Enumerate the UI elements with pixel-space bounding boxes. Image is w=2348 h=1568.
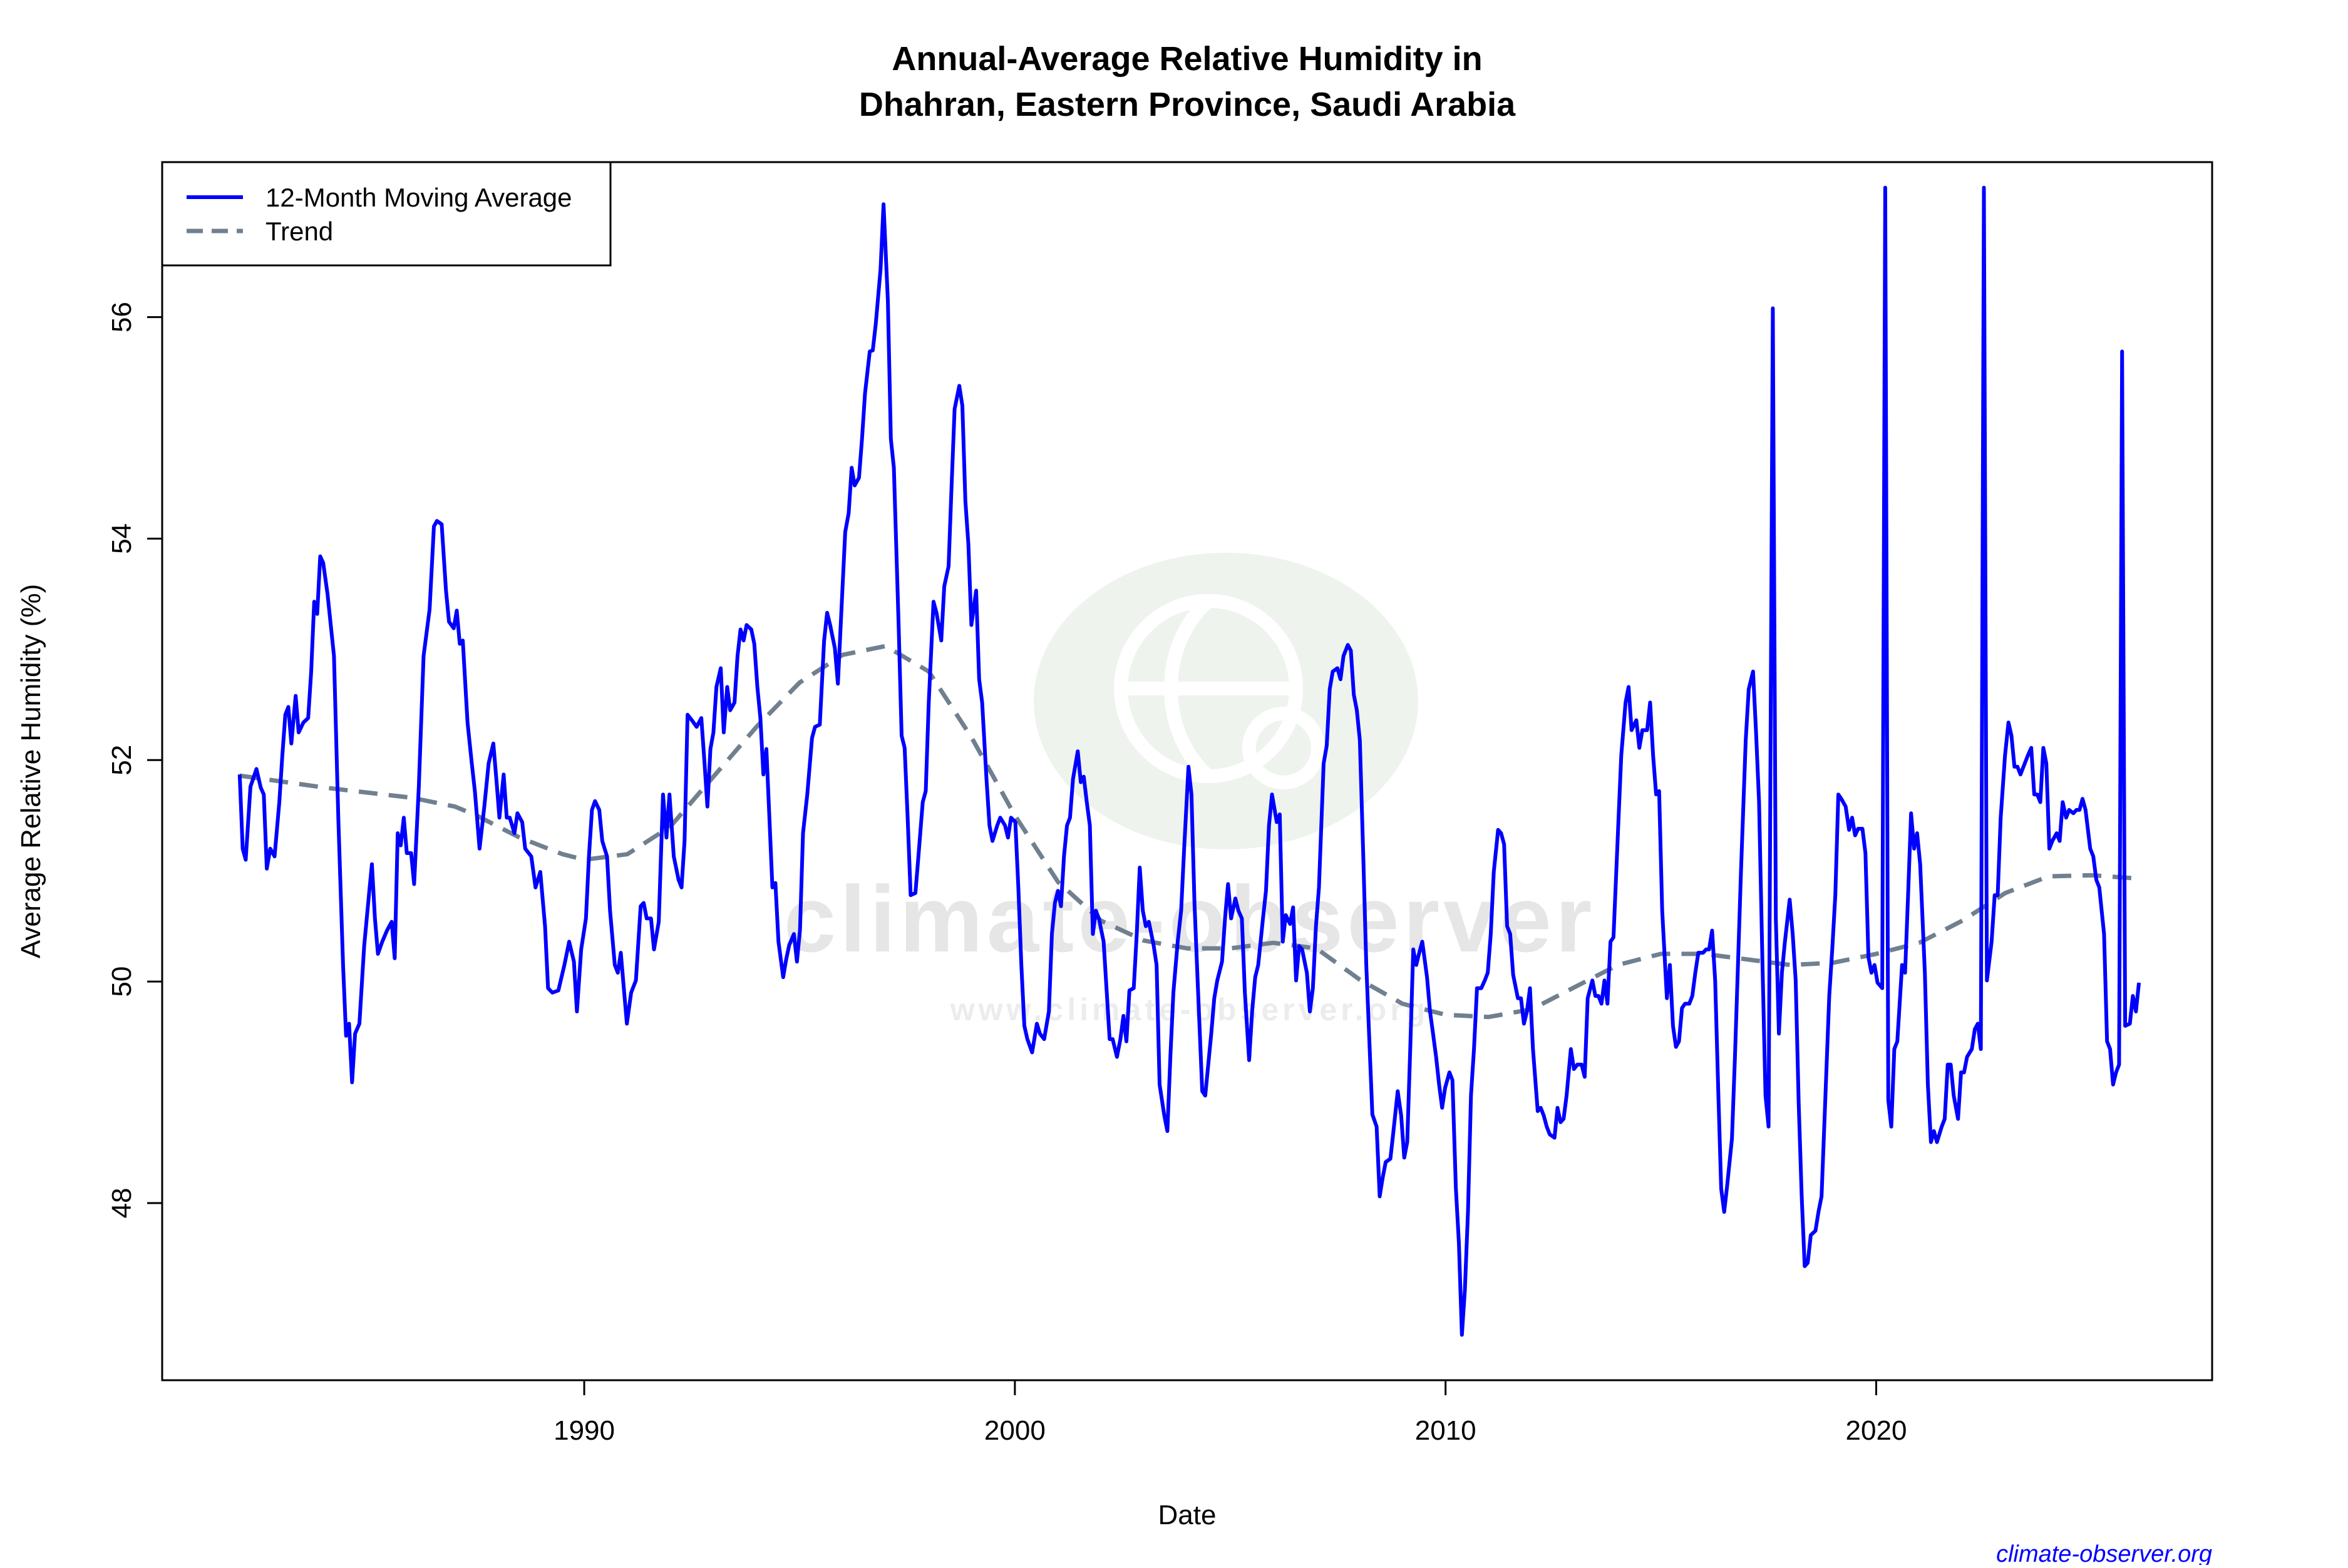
watermark-globe-lines [1114, 594, 1325, 789]
y-tick-label: 52 [106, 745, 137, 776]
source-link[interactable]: climate-observer.org [1996, 1541, 2212, 1567]
chart-subtitle: Dhahran, Eastern Province, Saudi Arabia [859, 86, 1516, 123]
x-tick-label: 1990 [554, 1415, 615, 1446]
legend: 12-Month Moving Average Trend [161, 161, 612, 267]
series-line-trend [239, 643, 2139, 1020]
x-axis-label: Date [1158, 1500, 1217, 1530]
y-tick-label: 48 [106, 1187, 137, 1218]
y-axis-label: Average Relative Humidity (%) [16, 584, 46, 958]
chart-title: Annual-Average Relative Humidity in [892, 40, 1482, 78]
y-tick-label: 54 [106, 523, 137, 554]
x-tick-label: 2000 [984, 1415, 1046, 1446]
y-tick-label: 50 [106, 966, 137, 997]
x-tick-label: 2020 [1846, 1415, 1907, 1446]
series-line-moving-average [237, 185, 2141, 1337]
axes-layer: 1990 2000 2010 2020 48 50 52 54 56 [106, 302, 1907, 1446]
legend-label-moving-average: 12-Month Moving Average [265, 183, 572, 212]
x-tick-label: 2010 [1415, 1415, 1476, 1446]
y-tick-label: 56 [106, 302, 137, 332]
legend-label-trend: Trend [265, 217, 333, 246]
watermark-text: climate-observer [784, 866, 1596, 971]
plot-frame [161, 161, 2213, 1381]
watermark-url: www.climate-observer.org [950, 992, 1429, 1027]
legend-box [161, 161, 612, 267]
series-layer [237, 185, 2141, 1337]
